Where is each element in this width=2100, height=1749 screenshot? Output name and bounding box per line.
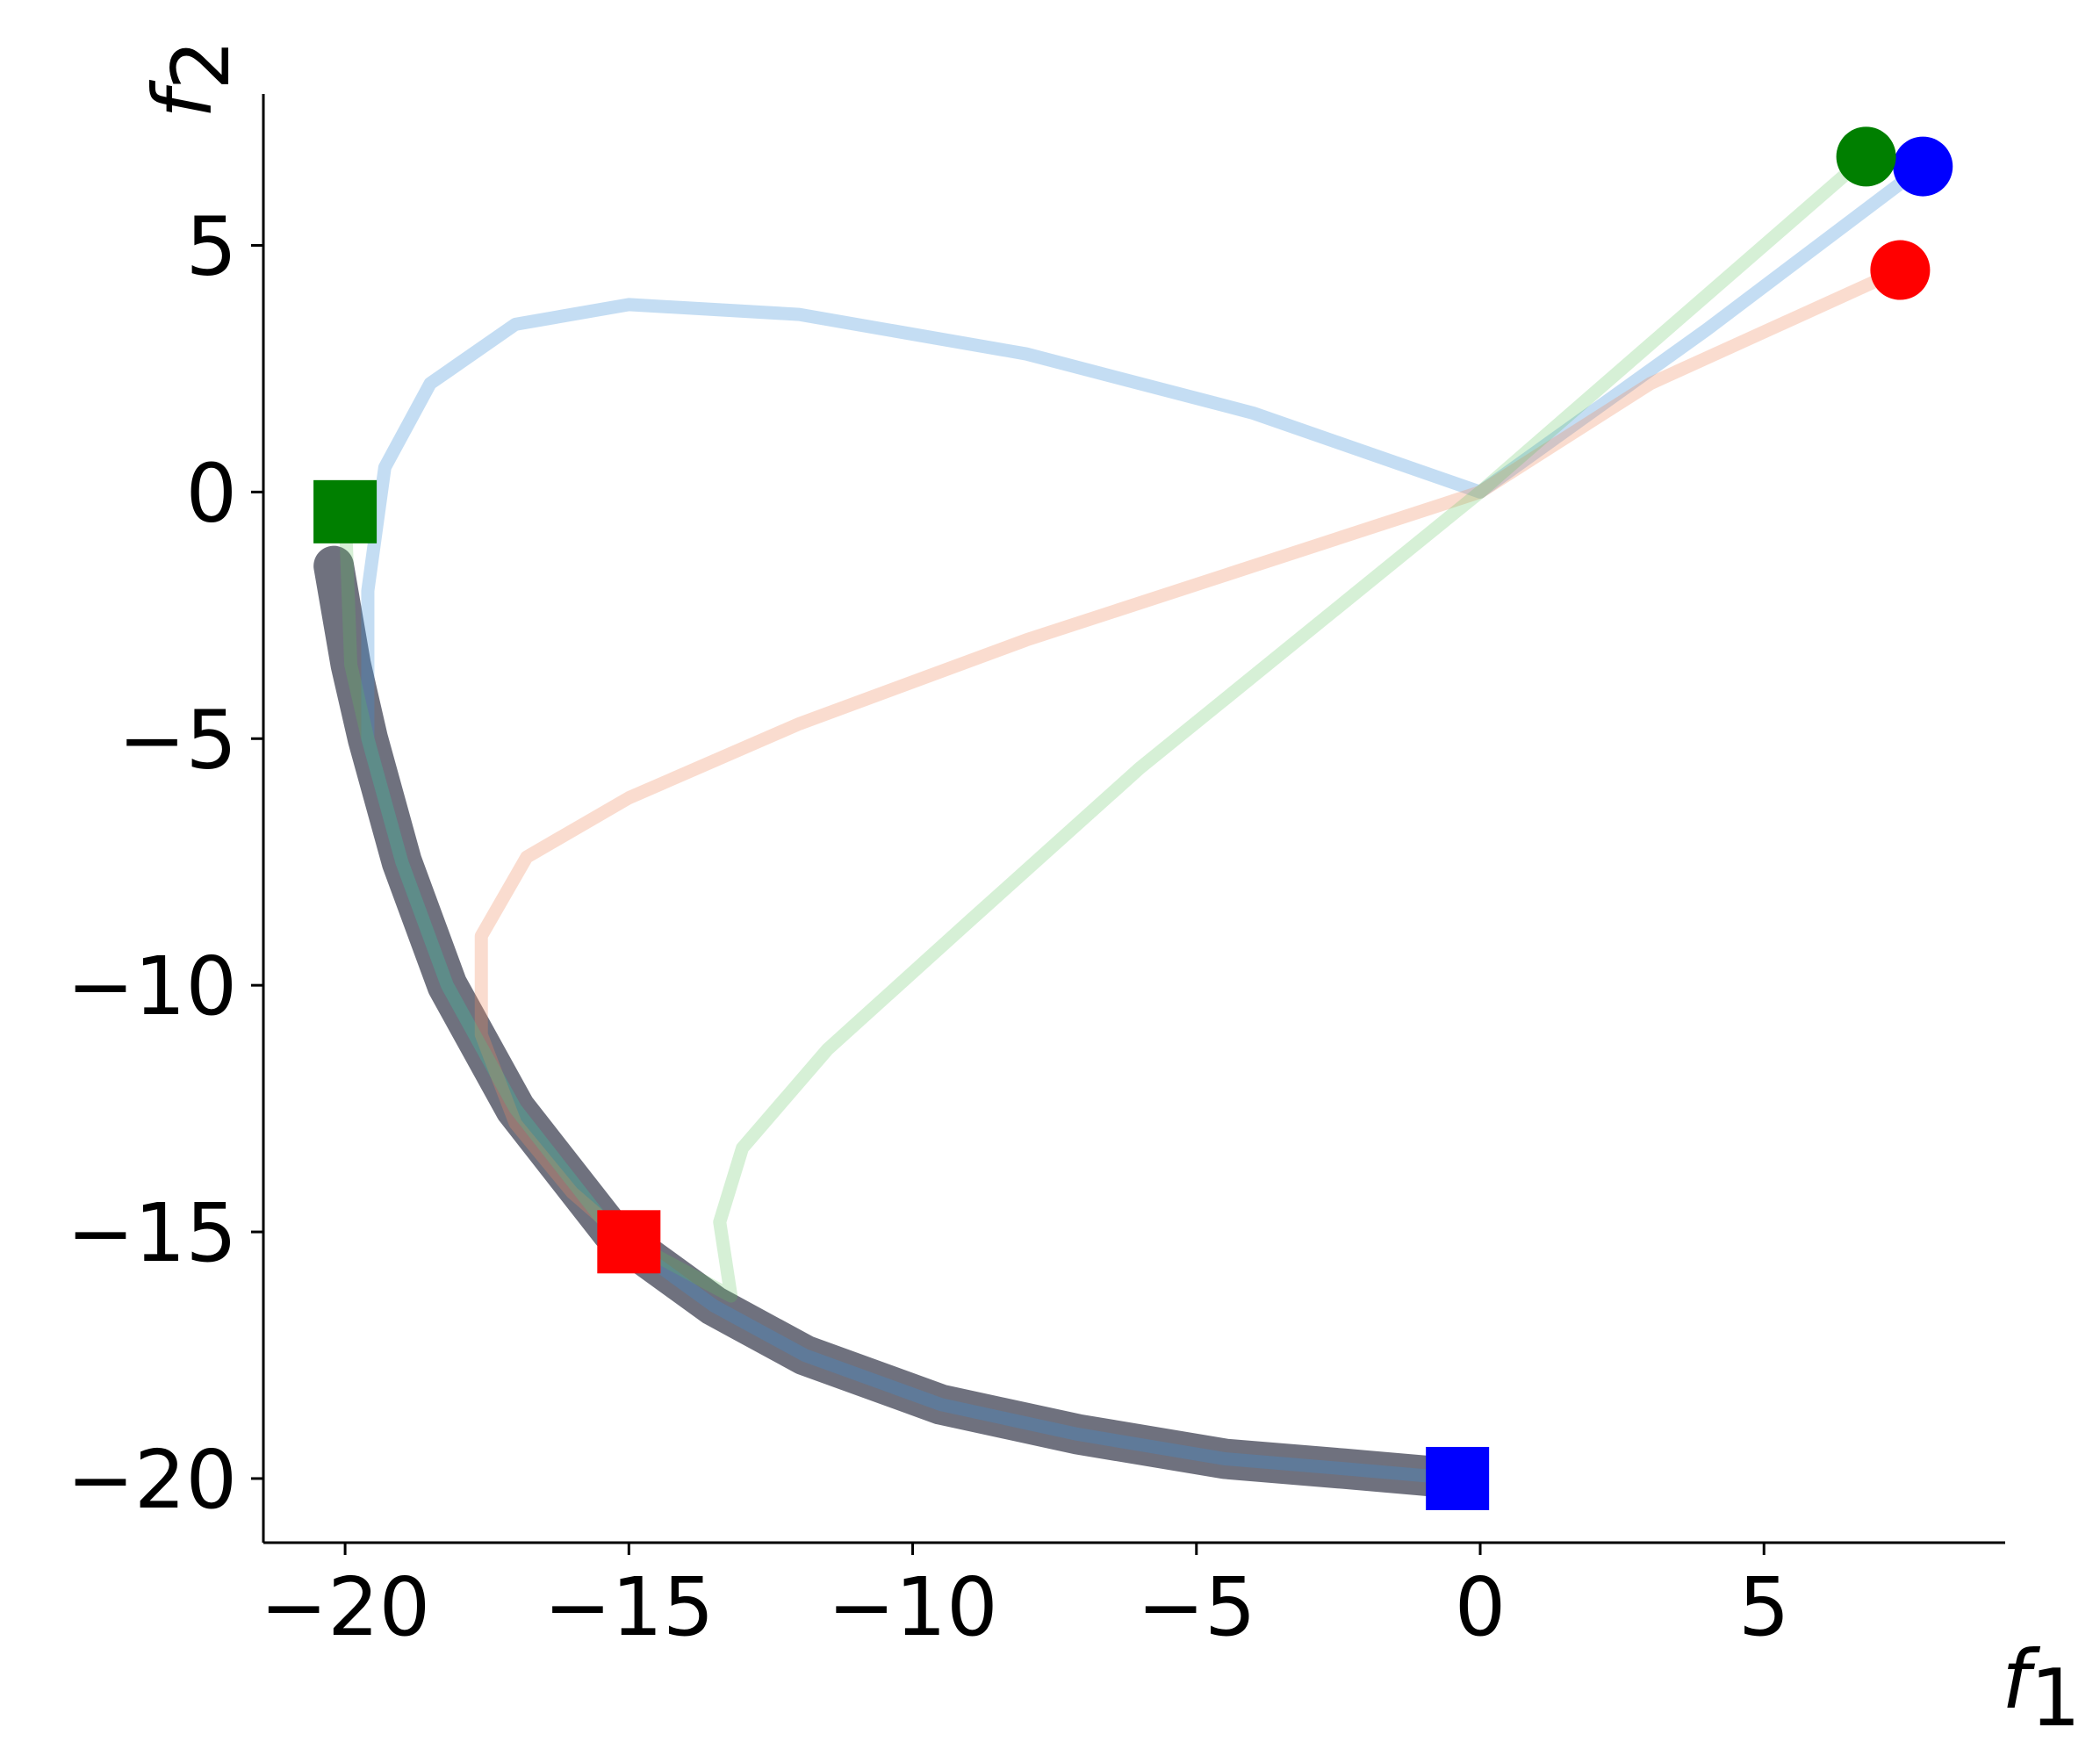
- series-line: [361, 160, 1930, 1486]
- x-tick-label: 5: [1738, 1560, 1790, 1654]
- series-line: [338, 149, 1873, 1303]
- x-tick-label: 0: [1455, 1560, 1507, 1654]
- x-axis-label: f1: [2002, 1633, 2081, 1745]
- y-axis-label: f2: [136, 40, 248, 119]
- series-line: [313, 545, 1478, 1499]
- end-marker: [313, 479, 378, 543]
- x-tick-label: −20: [260, 1560, 430, 1654]
- y-tick-label: −20: [67, 1433, 237, 1527]
- y-tick-label: −15: [67, 1186, 237, 1280]
- start-marker: [1836, 126, 1896, 187]
- y-tick-label: 5: [185, 199, 237, 293]
- series-line: [474, 263, 1907, 1249]
- start-marker: [1870, 240, 1931, 300]
- y-tick-label: 0: [185, 446, 237, 540]
- end-marker: [1426, 1446, 1490, 1510]
- x-tick-label: −15: [543, 1560, 714, 1654]
- end-marker: [597, 1210, 661, 1274]
- x-label-subscript: 1: [2031, 1652, 2081, 1745]
- y-label-subscript: 2: [155, 40, 248, 90]
- x-tick-label: −5: [1137, 1560, 1256, 1654]
- start-marker: [1893, 136, 1953, 197]
- x-tick-label: −10: [827, 1560, 997, 1654]
- y-tick-label: −5: [118, 693, 237, 787]
- y-tick-label: −10: [67, 939, 237, 1033]
